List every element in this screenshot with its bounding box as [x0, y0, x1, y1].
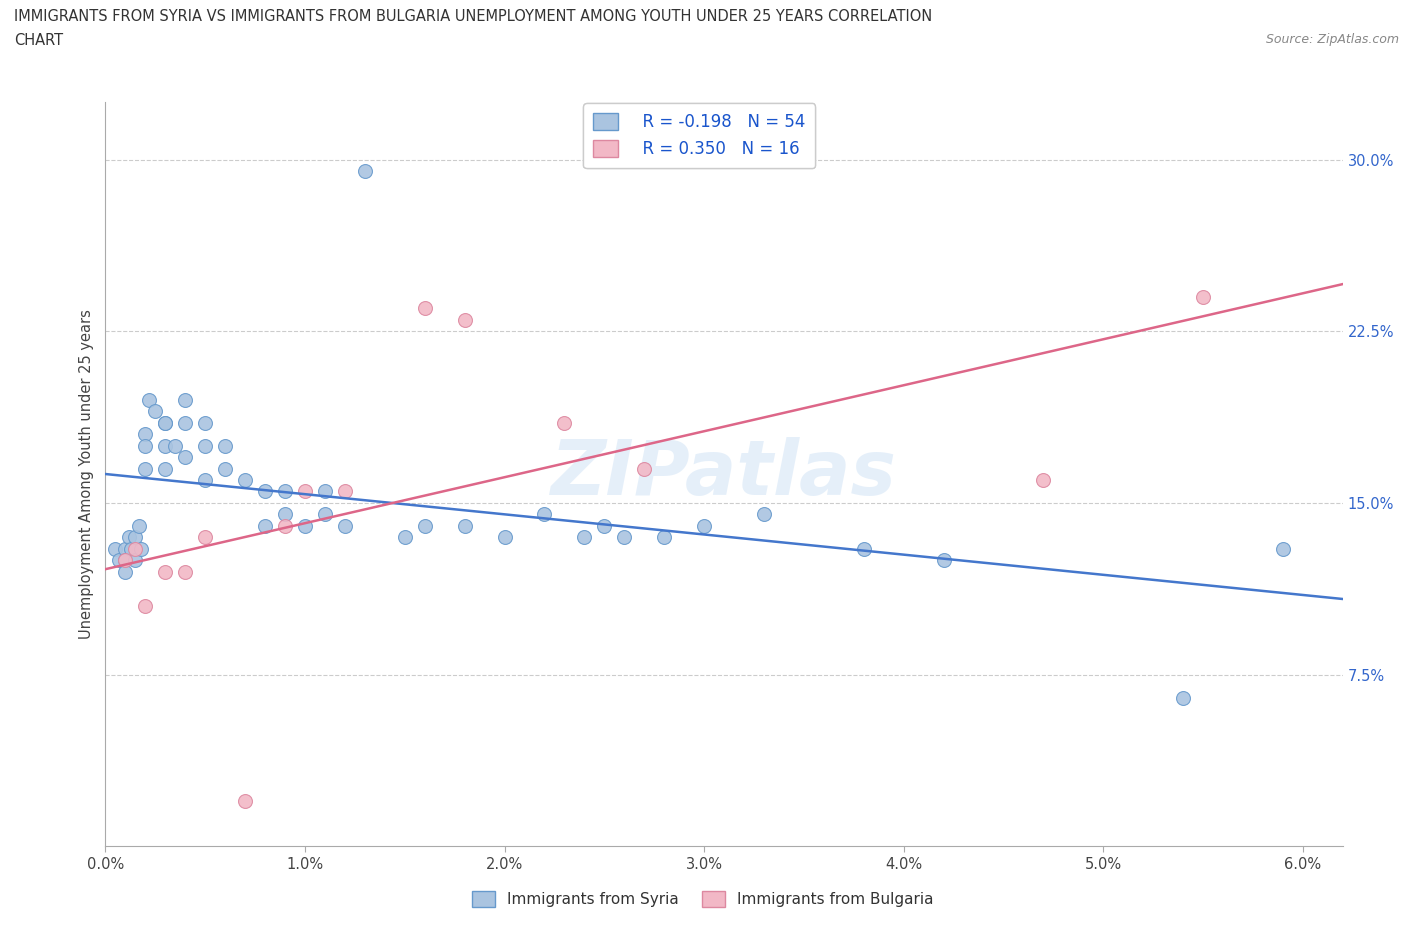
- Point: [553, 416, 575, 431]
- Point: [274, 484, 297, 498]
- Point: [254, 518, 277, 533]
- Point: [852, 541, 875, 556]
- Point: [533, 507, 555, 522]
- Point: [693, 518, 716, 533]
- Point: [752, 507, 775, 522]
- Point: [174, 416, 197, 431]
- Point: [174, 565, 197, 579]
- Legend: Immigrants from Syria, Immigrants from Bulgaria: Immigrants from Syria, Immigrants from B…: [467, 884, 939, 913]
- Point: [155, 565, 177, 579]
- Legend:   R = -0.198   N = 54,   R = 0.350   N = 16: R = -0.198 N = 54, R = 0.350 N = 16: [583, 103, 815, 167]
- Point: [114, 552, 136, 567]
- Point: [633, 461, 655, 476]
- Point: [124, 541, 146, 556]
- Y-axis label: Unemployment Among Youth under 25 years: Unemployment Among Youth under 25 years: [79, 310, 94, 639]
- Point: [413, 301, 436, 316]
- Point: [118, 530, 141, 545]
- Point: [1271, 541, 1294, 556]
- Point: [254, 484, 277, 498]
- Point: [453, 518, 475, 533]
- Point: [214, 461, 236, 476]
- Point: [120, 541, 142, 556]
- Point: [333, 484, 356, 498]
- Point: [134, 461, 156, 476]
- Point: [124, 530, 146, 545]
- Point: [143, 404, 166, 418]
- Point: [314, 507, 336, 522]
- Text: IMMIGRANTS FROM SYRIA VS IMMIGRANTS FROM BULGARIA UNEMPLOYMENT AMONG YOUTH UNDER: IMMIGRANTS FROM SYRIA VS IMMIGRANTS FROM…: [14, 9, 932, 24]
- Point: [155, 438, 177, 453]
- Point: [932, 552, 955, 567]
- Point: [165, 438, 187, 453]
- Point: [134, 427, 156, 442]
- Point: [194, 438, 217, 453]
- Point: [214, 438, 236, 453]
- Point: [394, 530, 416, 545]
- Point: [155, 416, 177, 431]
- Point: [593, 518, 616, 533]
- Text: CHART: CHART: [14, 33, 63, 47]
- Point: [114, 565, 136, 579]
- Point: [613, 530, 636, 545]
- Point: [294, 484, 316, 498]
- Point: [124, 552, 146, 567]
- Point: [128, 518, 150, 533]
- Point: [1192, 289, 1215, 304]
- Point: [233, 472, 256, 487]
- Point: [174, 450, 197, 465]
- Point: [652, 530, 675, 545]
- Point: [194, 530, 217, 545]
- Point: [131, 541, 153, 556]
- Point: [1032, 472, 1054, 487]
- Point: [314, 484, 336, 498]
- Point: [174, 392, 197, 407]
- Point: [134, 599, 156, 614]
- Point: [194, 416, 217, 431]
- Point: [294, 518, 316, 533]
- Point: [114, 552, 136, 567]
- Point: [413, 518, 436, 533]
- Point: [155, 461, 177, 476]
- Point: [138, 392, 160, 407]
- Point: [574, 530, 596, 545]
- Point: [333, 518, 356, 533]
- Point: [104, 541, 127, 556]
- Point: [194, 472, 217, 487]
- Point: [274, 507, 297, 522]
- Point: [274, 518, 297, 533]
- Point: [1171, 690, 1194, 705]
- Point: [155, 416, 177, 431]
- Point: [108, 552, 131, 567]
- Point: [114, 541, 136, 556]
- Point: [134, 438, 156, 453]
- Point: [354, 164, 377, 179]
- Point: [494, 530, 516, 545]
- Point: [233, 793, 256, 808]
- Text: ZIPatlas: ZIPatlas: [551, 437, 897, 512]
- Point: [453, 312, 475, 327]
- Text: Source: ZipAtlas.com: Source: ZipAtlas.com: [1265, 33, 1399, 46]
